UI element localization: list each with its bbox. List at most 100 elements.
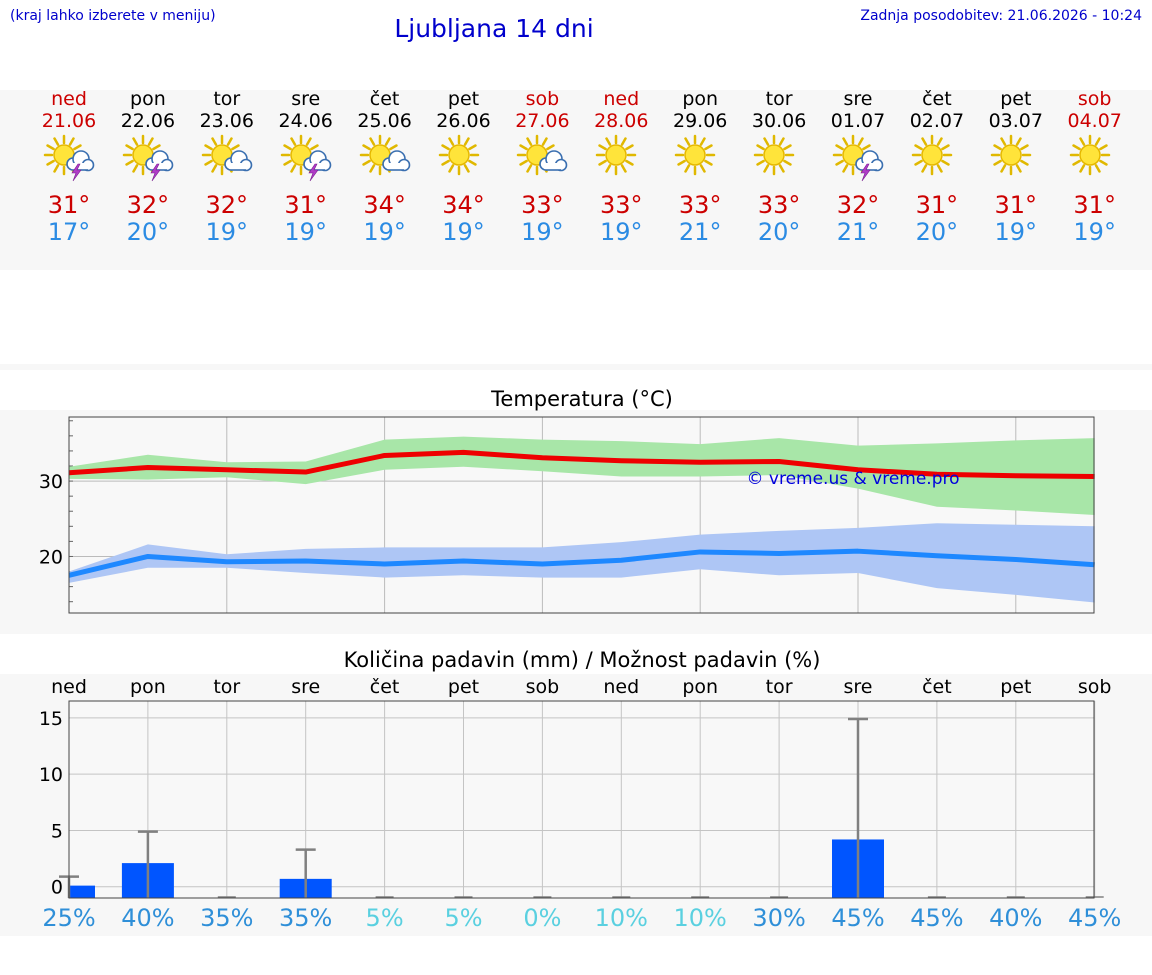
- temp-max: 32°: [126, 191, 170, 219]
- sun-icon: [911, 134, 953, 176]
- day-date: 27.06: [515, 110, 570, 132]
- day-name: pet: [447, 88, 480, 110]
- lightning-icon: [308, 163, 319, 182]
- page-title: Ljubljana 14 dni: [394, 14, 594, 43]
- sun-cloud-thunder-icon: [43, 134, 95, 182]
- day-name: ned: [51, 88, 87, 110]
- sun-icon: [438, 134, 479, 176]
- day-column: tor 23.06 32° 19°: [188, 88, 266, 246]
- day-name: čet: [369, 88, 400, 110]
- temp-max: 34°: [442, 191, 485, 219]
- temp-min: 19°: [284, 218, 327, 246]
- day-name: pon: [130, 88, 166, 110]
- precip-probability: 0%: [523, 904, 562, 932]
- day-name: tor: [765, 88, 793, 110]
- day-column: pet 03.07 31° 19°: [977, 88, 1055, 246]
- day-date: 04.07: [1067, 110, 1122, 132]
- day-name: tor: [213, 88, 241, 110]
- temp-min: 19°: [1073, 218, 1116, 246]
- temp-max: 31°: [284, 191, 327, 219]
- precipitation-chart-title: Količina padavin (mm) / Možnost padavin …: [343, 648, 821, 672]
- temp-min: 19°: [205, 218, 249, 246]
- day-column: pon 29.06 33° 21°: [661, 88, 739, 246]
- day-date: 22.06: [120, 110, 176, 132]
- precip-day-label: pon: [130, 676, 166, 698]
- temp-max: 32°: [836, 191, 880, 219]
- precip-day-label: pet: [1000, 676, 1032, 698]
- sun-icon: [674, 134, 716, 176]
- precip-probability: 45%: [910, 904, 964, 932]
- precip-probability: 5%: [365, 904, 404, 932]
- temp-max: 32°: [205, 191, 249, 219]
- precip-bar: [69, 885, 95, 898]
- lightning-icon: [150, 163, 161, 182]
- lightning-icon: [71, 163, 82, 182]
- temperature-chart: 20 30 © vreme.us & vreme.pro: [39, 416, 1095, 614]
- sun-icon: [1069, 134, 1110, 176]
- temperature-chart-title: Temperatura (°C): [491, 387, 673, 411]
- day-column: ned 21.06 31° 17°: [30, 88, 108, 246]
- day-date: 03.07: [988, 110, 1043, 132]
- day-name: sob: [1077, 88, 1112, 110]
- day-date: 23.06: [199, 110, 254, 132]
- precip-day-label: ned: [51, 676, 87, 698]
- day-column: sob 27.06 33° 19°: [503, 88, 581, 246]
- sun-cloud-thunder-icon: [122, 134, 174, 182]
- temp-max: 31°: [994, 191, 1038, 219]
- plot-frame: [68, 700, 1095, 899]
- temp-max: 31°: [1073, 191, 1116, 219]
- day-column: ned 28.06 33° 19°: [582, 88, 660, 246]
- temp-min: 19°: [363, 218, 406, 246]
- cloud-icon: [539, 150, 568, 172]
- day-name: čet: [922, 88, 952, 110]
- precip-probability: 25%: [42, 904, 96, 932]
- max-temp-line: [68, 449, 1095, 480]
- sun-icon: [990, 134, 1032, 176]
- temp-min: 20°: [915, 218, 959, 246]
- day-name: ned: [603, 88, 640, 110]
- day-date: 28.06: [594, 110, 649, 132]
- sun-icon: [596, 134, 637, 176]
- sun-cloud-icon: [359, 134, 410, 176]
- day-date: 21.06: [41, 110, 97, 132]
- location-hint: (kraj lahko izberete v meniju): [10, 8, 216, 24]
- day-column: čet 25.06 34° 19°: [346, 88, 424, 246]
- temp-min: 21°: [678, 218, 722, 246]
- precipitation-chart: 0 5 10 15: [39, 700, 1104, 899]
- precip-probability: 30%: [752, 904, 806, 932]
- temp-min: 21°: [836, 218, 880, 246]
- separator-band: [0, 364, 1152, 370]
- y-tick-label: 5: [51, 820, 63, 842]
- temp-min: 20°: [757, 218, 801, 246]
- precip-day-label: ned: [603, 676, 640, 698]
- temp-max: 34°: [363, 191, 406, 219]
- day-column: sre 01.07 32° 21°: [819, 88, 897, 246]
- sun-cloud-icon: [201, 134, 253, 176]
- precip-day-label: sob: [1077, 676, 1112, 698]
- day-name: pon: [682, 88, 719, 110]
- y-tick-label: 15: [39, 708, 63, 730]
- precip-day-label: tor: [765, 676, 793, 698]
- cloud-icon: [855, 150, 884, 172]
- day-date: 25.06: [357, 110, 412, 132]
- temp-max: 33°: [600, 191, 643, 219]
- last-update: Zadnja posodobitev: 21.06.2026 - 10:24: [860, 8, 1142, 24]
- plot-area: [69, 701, 1094, 898]
- temp-max: 31°: [915, 191, 959, 219]
- day-date: 01.07: [830, 110, 886, 132]
- day-date: 30.06: [751, 110, 807, 132]
- sun-cloud-icon: [517, 134, 568, 176]
- temp-min: 19°: [442, 218, 485, 246]
- sun-cloud-thunder-icon: [280, 134, 331, 182]
- day-date: 26.06: [436, 110, 491, 132]
- min-temp-line: [68, 548, 1095, 578]
- daily-forecast: ned 21.06 31° 17° pon 22.06 32° 20° tor 23.06 32° 1…: [0, 88, 1152, 268]
- sun-icon: [438, 134, 479, 176]
- temp-max: 33°: [757, 191, 801, 219]
- temp-max: 31°: [47, 191, 91, 219]
- lightning-icon: [860, 163, 871, 182]
- precip-probability: 45%: [1068, 904, 1122, 932]
- precip-probability: 5%: [444, 904, 483, 932]
- day-column: sob 04.07 31° 19°: [1056, 88, 1134, 246]
- precip-day-label: pon: [682, 676, 719, 698]
